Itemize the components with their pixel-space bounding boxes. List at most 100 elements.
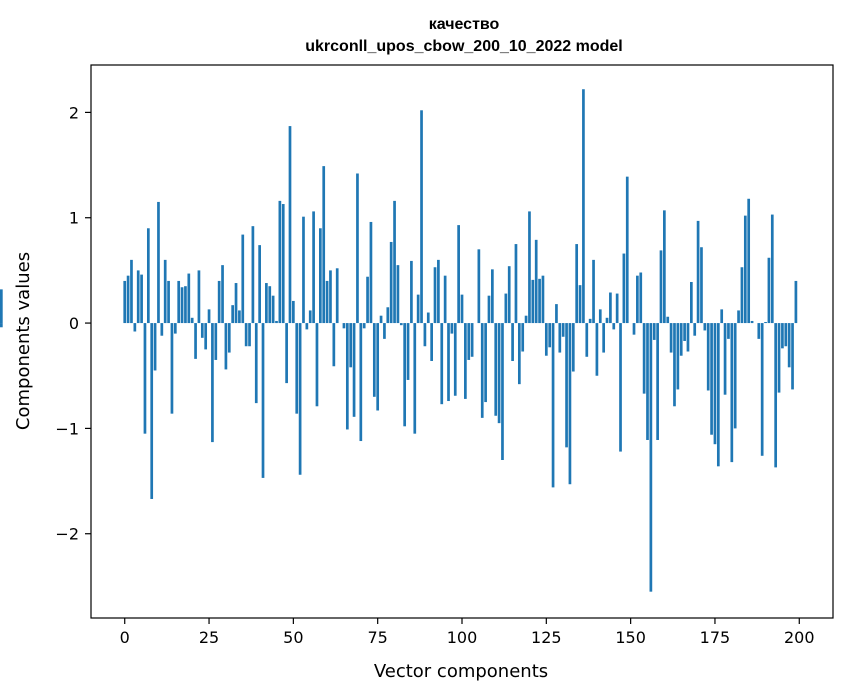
- bar: [666, 316, 670, 324]
- bar: [767, 257, 771, 324]
- bar: [140, 274, 143, 324]
- bar: [396, 265, 400, 324]
- bar: [494, 323, 498, 416]
- bar: [231, 305, 235, 324]
- bar: [723, 323, 727, 395]
- bar: [639, 272, 643, 324]
- bar: [406, 323, 410, 380]
- bar: [184, 286, 187, 324]
- y-axis-ticks: −2 −1 0 1 2: [55, 103, 91, 544]
- bar: [376, 323, 380, 411]
- bar: [642, 323, 646, 394]
- bar: [211, 323, 214, 443]
- bar: [713, 323, 717, 445]
- x-tick-label: 0: [120, 628, 130, 647]
- bar: [491, 269, 494, 324]
- y-tick-label: 1: [69, 209, 79, 228]
- bar: [173, 323, 177, 334]
- bar: [787, 323, 791, 368]
- bar: [251, 226, 255, 324]
- bar: [750, 320, 754, 324]
- bar: [356, 173, 359, 324]
- x-tick-label: 175: [700, 628, 731, 647]
- bar: [575, 244, 579, 324]
- bar: [716, 323, 720, 467]
- bar: [625, 176, 629, 324]
- bar: [433, 267, 437, 324]
- bar: [649, 323, 653, 592]
- bar: [197, 270, 201, 324]
- bar: [393, 200, 396, 324]
- bar: [453, 323, 457, 396]
- bar: [329, 270, 332, 324]
- bar: [737, 310, 740, 324]
- bar: [366, 276, 369, 324]
- y-tick-label: 2: [69, 103, 79, 122]
- bar: [416, 294, 420, 324]
- bar: [588, 318, 592, 324]
- bar: [531, 279, 535, 324]
- bar: [571, 323, 575, 372]
- chart-subtitle: ukrconll_upos_cbow_200_10_2022 model: [305, 38, 622, 55]
- bar: [568, 323, 572, 485]
- bar: [770, 214, 774, 324]
- bar: [652, 323, 656, 340]
- bar: [261, 323, 265, 478]
- bar: [214, 323, 218, 360]
- bar: [781, 323, 784, 349]
- bar: [271, 295, 275, 324]
- bar: [794, 280, 798, 324]
- x-tick-label: 200: [784, 628, 815, 647]
- bar: [345, 323, 349, 430]
- bar: [389, 241, 393, 324]
- bar: [484, 323, 487, 403]
- bar: [636, 275, 639, 324]
- bar: [426, 312, 430, 324]
- bar: [130, 259, 133, 324]
- bar: [686, 323, 690, 352]
- chart-title: качество: [429, 16, 500, 33]
- bar: [157, 201, 160, 324]
- bar: [548, 323, 552, 348]
- y-axis-label: Components values: [13, 252, 34, 430]
- bar: [659, 250, 663, 324]
- bar: [656, 323, 659, 440]
- bar: [227, 323, 231, 353]
- bar: [386, 307, 390, 324]
- bar: [352, 323, 356, 417]
- bar: [582, 89, 585, 324]
- bar: [760, 323, 764, 456]
- bar: [555, 304, 558, 324]
- bar: [598, 309, 602, 324]
- bar: [332, 323, 336, 367]
- bar: [383, 323, 386, 339]
- bar: [133, 323, 137, 332]
- bar: [507, 266, 511, 324]
- bar: [305, 323, 309, 330]
- bar: [561, 323, 565, 337]
- bar: [335, 268, 339, 324]
- bar: [646, 323, 649, 440]
- bar: [126, 275, 130, 324]
- bar: [413, 323, 417, 434]
- bar: [544, 323, 548, 356]
- bar: [450, 323, 454, 334]
- bar: [221, 265, 224, 324]
- plot-frame: [90, 64, 834, 619]
- bar: [163, 259, 167, 324]
- bar: [585, 323, 589, 357]
- bar: [217, 280, 221, 324]
- bar: [268, 286, 272, 324]
- bar: [403, 323, 407, 427]
- bar: [551, 323, 555, 488]
- bar: [447, 323, 450, 402]
- bar: [288, 126, 292, 324]
- bar: [669, 323, 673, 353]
- bar: [703, 323, 707, 331]
- bar: [372, 323, 376, 397]
- bar: [517, 323, 521, 385]
- bar: [460, 294, 464, 324]
- bar: [190, 317, 194, 324]
- bar: [170, 323, 174, 414]
